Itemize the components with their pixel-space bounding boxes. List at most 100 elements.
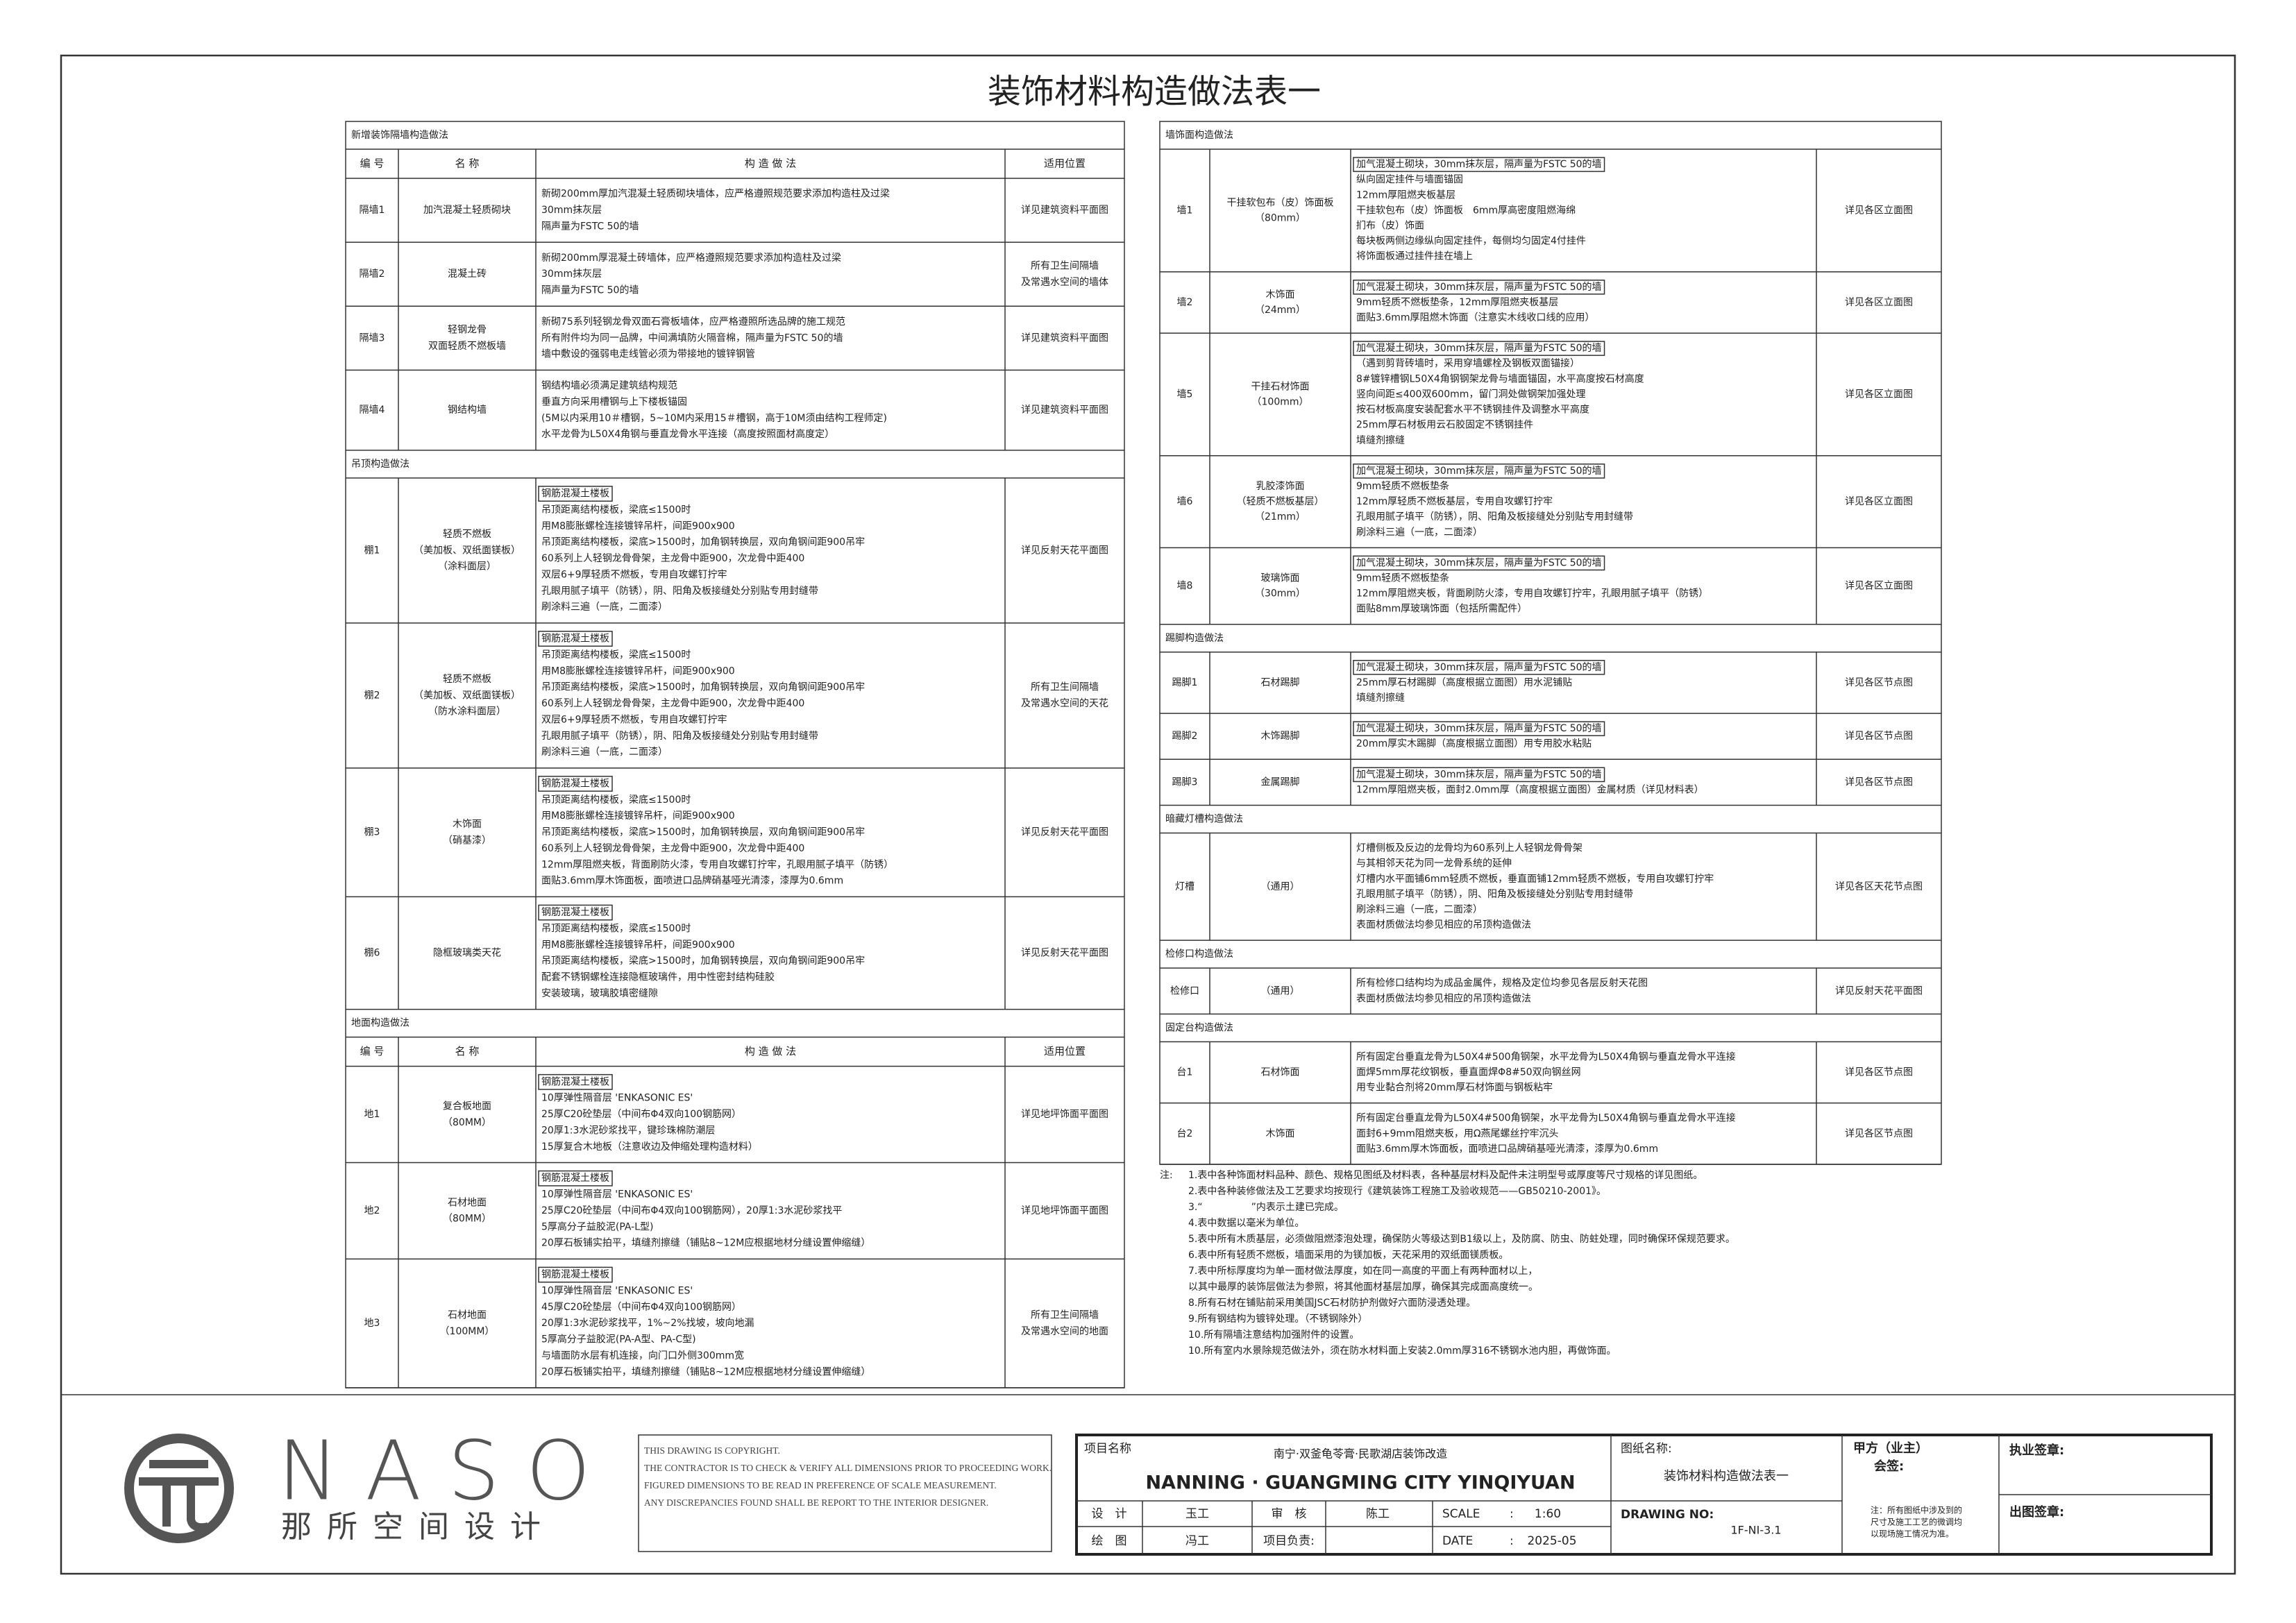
item-name: 乳胶漆饰面 [1256,480,1305,492]
item-method: 用专业黏合剂将20mm厚石材饰面与钢板粘牢 [1356,1082,1553,1094]
item-name: （21mm） [1255,511,1306,522]
item-method: 30mm抹灰层 [541,205,602,216]
item-name: 双面轻质不燃板墙 [428,340,506,352]
item-name: （30mm） [1255,588,1306,600]
item-method: 25厚C20砼垫层（中间布Φ4双向100钢筋网），20厚1:3水泥砂浆找平 [541,1205,842,1216]
item-method: 安装玻璃，玻璃胶填密缝隙 [541,987,658,999]
item-method: 吊顶距离结构楼板，梁底≤1500时 [541,794,691,806]
label: 执业签章: [2009,1443,2064,1458]
item-name: （美加板、双纸面镁板） [414,545,521,556]
note: 5.表中所有木质基层，必须做阻燃漆泡处理，确保防火等级达到B1级以上，及防腐、防… [1188,1233,1735,1245]
item-method: 与墙面防水层有机连接，向门口外侧300mm宽 [541,1350,744,1361]
value: 玉工 [1185,1507,1209,1521]
item-method: 吊顶距离结构楼板，梁底>1500时，加角钢转换层，双向角钢间距900吊牢 [541,826,865,838]
logo-glyph [139,1460,219,1532]
item-method: 20厚石板铺实拍平，填缝剂擦缝（铺贴8~12M应根据地材分缝设置伸缩缝） [541,1366,870,1377]
item-location: 详见建筑资料平面图 [1021,332,1108,343]
item-location: 详见地坪饰面平面图 [1021,1109,1108,1120]
item-method: 钢筋混凝土楼板 [541,1076,609,1087]
item-code: 棚3 [364,827,380,838]
item-location: 所有卫生间隔墙 [1031,682,1099,693]
item-method: 吊顶距离结构楼板，梁底≤1500时 [541,504,691,516]
boxed-line [1353,721,1605,736]
item-code: 棚6 [364,948,380,959]
label: 设 计 [1092,1507,1127,1521]
project-cn: 南宁·双釜龟苓膏·民歌湖店装饰改造 [1274,1447,1447,1461]
item-method: 将饰面板通过挂件挂在墙上 [1356,251,1473,262]
disclaimer-line: FIGURED DIMENSIONS TO BE READ IN PREFERE… [644,1480,997,1490]
note: 4.表中数据以毫米为单位。 [1188,1217,1304,1229]
section-title: 吊顶构造做法 [351,459,410,470]
item-name: 石材地面 [448,1197,487,1208]
value: 装饰材料构造做法表一 [1664,1469,1789,1484]
disclaimer-box [638,1434,1052,1552]
item-method: 加气混凝土砌块，30mm抹灰层，隔声量为FSTC 50的墙 [1356,343,1602,354]
sep: : [1510,1507,1514,1521]
boxed-line [1353,157,1605,172]
item-location: 详见各区立面图 [1845,205,1913,216]
item-method: 吊顶距离结构楼板，梁底≤1500时 [541,649,691,661]
boxed-line [1353,767,1605,783]
item-method: 新砌200mm厚加汽混凝土轻质砌块墙体，应严格遵照规范要求添加构造柱及过梁 [541,188,890,200]
item-method: 刷涂料三遍（一底，二面漆） [541,747,668,758]
item-method: 加气混凝土砌块，30mm抹灰层，隔声量为FSTC 50的墙 [1356,723,1602,734]
value: 1F-NI-3.1 [1730,1524,1781,1537]
boxed-line [538,1073,613,1090]
item-method: 面贴8mm厚玻璃饰面（包括所需配件） [1356,603,1527,615]
item-name: （80MM） [443,1117,491,1128]
item-name: （硝基漆） [443,834,491,846]
item-name: 加汽混凝土轻质砌块 [423,205,511,216]
item-method: 面焊5mm厚花纹钢板，垂直面焊Φ8#50双向钢丝网 [1356,1067,1581,1078]
item-location: 详见反射天花平面图 [1021,827,1108,838]
item-location: 详见各区节点图 [1845,1067,1913,1078]
item-method: 60系列上人轻钢龙骨骨架，主龙骨中距900，次龙骨中距400 [541,553,804,564]
item-method: 所有固定台垂直龙骨为L50X4#500角钢架，水平龙骨为L50X4角钢与垂直龙骨… [1356,1112,1736,1124]
item-method: 表面材质做法均参见相应的吊顶构造做法 [1356,919,1531,931]
boxed-line [1353,341,1605,356]
section-title: 地面构造做法 [351,1018,410,1029]
boxed-line [538,904,613,921]
item-name: 石材地面 [448,1310,487,1321]
section-title: 暗藏灯槽构造做法 [1165,814,1243,825]
item-method: 用M8膨胀螺栓连接镀锌吊杆，间距900x900 [541,665,735,677]
item-method: 孔眼用腻子填平（防锈），阴、阳角及板接缝处分别贴专用封缝带 [1356,888,1633,900]
note: 3.“ ”内表示土建已完成。 [1188,1202,1344,1213]
label: 绘 图 [1092,1534,1127,1548]
label: 项目负责: [1263,1534,1315,1548]
item-code: 踢脚2 [1172,731,1198,742]
item-name: （通用） [1261,881,1300,892]
item-code: 踢脚3 [1172,776,1198,788]
note: 1.表中各种饰面材料品种、颜色、规格见图纸及材料表，各种基层材料及配件未注明型号… [1188,1169,1703,1181]
item-code: 隔墙4 [360,405,385,416]
item-location: 所有卫生间隔墙 [1031,260,1099,271]
note: 10.所有室内水景除规范做法外，须在防水材料面上安装2.0mm厚316不锈钢水池… [1188,1345,1617,1357]
disclaimer-line: THE CONTRACTOR IS TO CHECK & VERIFY ALL … [644,1463,1052,1473]
item-method: 60系列上人轻钢龙骨骨架，主龙骨中距900，次龙骨中距400 [541,698,804,709]
item-method: 12mm厚阻燃夹板，面封2.0mm厚（高度根据立面图）金属材质（详见材料表） [1356,783,1704,795]
column-header: 名 称 [455,1045,480,1057]
item-method: 加气混凝土砌块，30mm抹灰层，隔声量为FSTC 50的墙 [1356,769,1602,780]
item-method: 面贴3.6mm厚木饰面板，面喷进口品牌硝基哑光清漆，漆厚为0.6mm [1356,1143,1658,1155]
item-method: 新砌200mm厚混凝土砖墙体，应严格遵照规范要求添加构造柱及过梁 [541,252,841,264]
item-name: 隐框玻璃类天花 [433,947,501,959]
item-method: 吊顶距离结构楼板，梁底>1500时，加角钢转换层，双向角钢间距900吊牢 [541,955,865,967]
item-method: 钢筋混凝土楼板 [541,906,609,918]
item-method: 吊顶距离结构楼板，梁底≤1500时 [541,922,691,934]
note: 10.所有隔墙注意结构加强附件的设置。 [1188,1329,1359,1341]
boxed-line [1353,279,1605,295]
item-method: 填缝剂擦缝 [1356,692,1405,704]
item-method: 双层6+9厚轻质不燃板，专用自攻螺钉拧牢 [541,568,727,580]
label: 出图签章: [2009,1504,2064,1520]
label: 甲方（业主） [1853,1441,1928,1456]
item-method: 25厚C20砼垫层（中间布Φ4双向100钢筋网） [541,1108,741,1120]
boxed-line [538,631,613,647]
item-method: 加气混凝土砌块，30mm抹灰层，隔声量为FSTC 50的墙 [1356,662,1602,673]
item-code: 台1 [1177,1067,1193,1078]
item-method: 12mm厚阻燃夹板基层 [1356,189,1455,201]
section-title: 检修口构造做法 [1165,949,1233,960]
item-name: （涂料面层） [438,561,496,572]
item-method: 刷涂料三遍（一底，二面漆） [1356,904,1483,915]
item-location: 详见各区节点图 [1845,731,1913,742]
section-title: 墙饰面构造做法 [1165,130,1233,141]
